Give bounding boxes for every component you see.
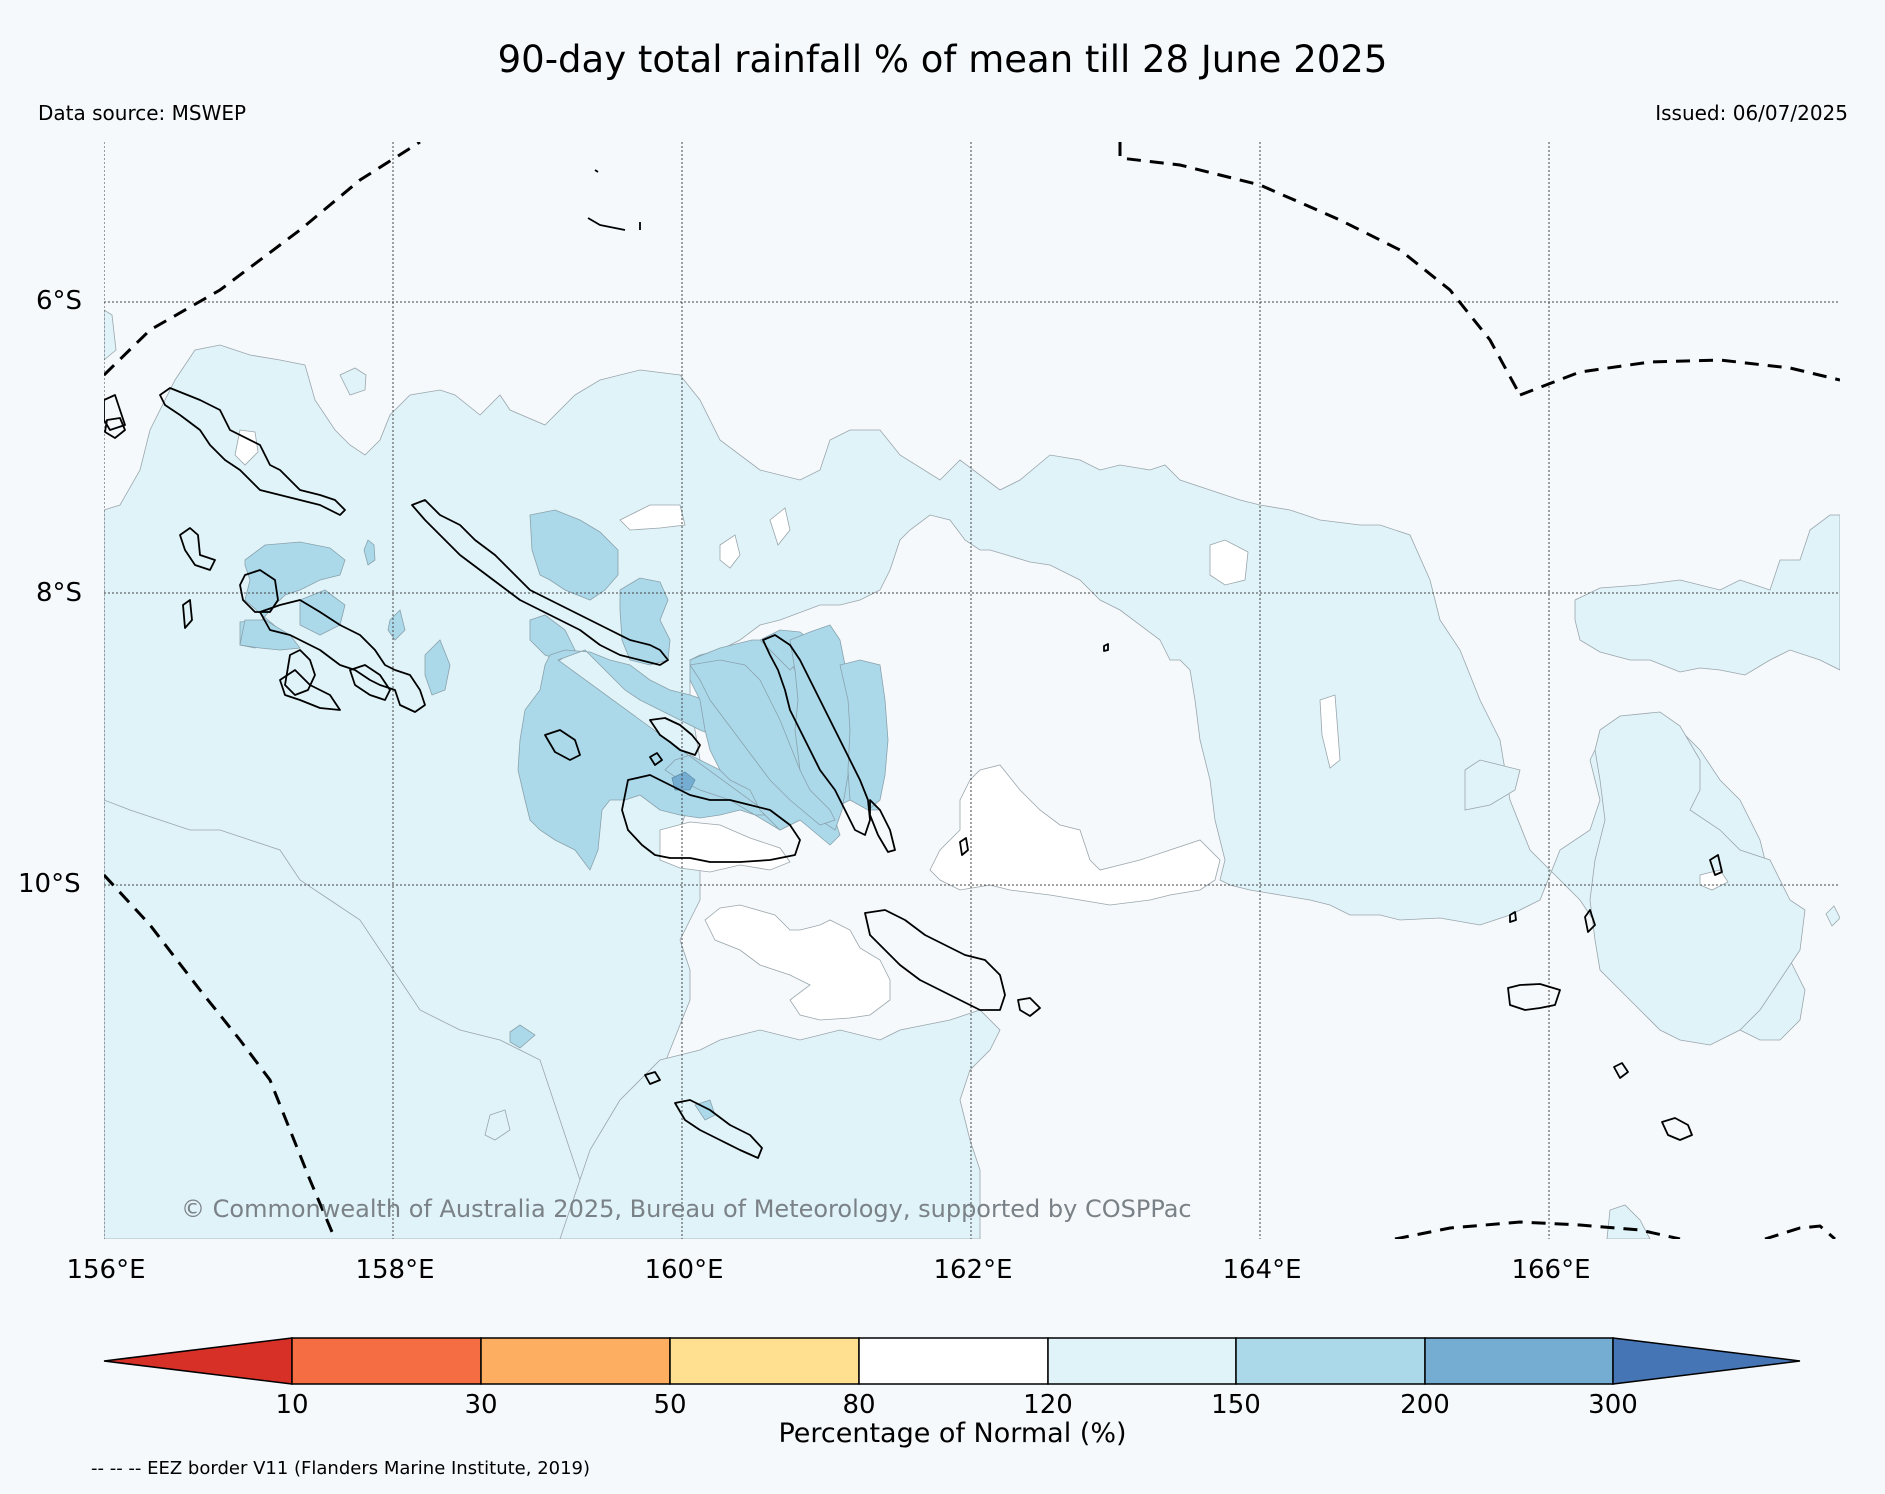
rainfall-120-150-region [104,309,1840,1239]
map-title: 90-day total rainfall % of mean till 28 … [497,38,1388,81]
ontong-java [594,169,599,173]
bougainville-coast [104,394,126,431]
santa-ana [1017,997,1041,1017]
colorbar-120-150 [1047,1337,1237,1385]
colorbar-tick-label: 50 [653,1390,687,1420]
coastlines [104,169,1723,1159]
guadalcanal [621,774,801,863]
colorbar-80-120 [858,1337,1049,1385]
colorbar-10-30 [291,1337,482,1385]
choiseul-island [159,387,346,516]
colorbar-tick-label: 150 [1211,1390,1261,1420]
eez-borders [104,142,1840,1239]
colorbar-title: Percentage of Normal (%) [778,1418,1127,1449]
lon-tick-label: 162°E [933,1255,1013,1285]
vanikoro [1661,1117,1693,1141]
colorbar-50-80 [669,1337,860,1385]
colorbar-200-300 [1424,1337,1614,1385]
lat-tick-label: 8°S [36,578,83,608]
new-georgia [259,599,426,713]
lon-tick-label: 158°E [355,1255,435,1285]
colorbar-tick-label: 120 [1023,1390,1073,1420]
issued-date-label: Issued: 06/07/2025 [1655,101,1848,125]
colorbar-above-300 [1612,1337,1801,1385]
gizo [182,599,193,629]
tetepare [279,669,341,711]
lon-tick-label: 164°E [1222,1255,1302,1285]
lat-tick-label: 6°S [36,286,83,316]
florida-islands [649,717,701,756]
lon-tick-label: 166°E [1511,1255,1591,1285]
colorbar-tick-label: 200 [1400,1390,1450,1420]
shortland-island [104,417,126,439]
colorbar-tick-label: 10 [275,1390,309,1420]
malaita-island [762,634,871,836]
ulawa [959,837,969,856]
colorbar-tick-label: 80 [842,1390,876,1420]
bellona [644,1071,661,1085]
data-source-label: Data source: MSWEP [38,101,247,125]
colorbar-150-200 [1235,1337,1426,1385]
rendova [284,649,316,696]
makira-island [864,909,1006,1011]
utupua [1613,1062,1629,1079]
ndai [587,217,641,231]
copyright-notice: © Commonwealth of Australia 2025, Bureau… [181,1195,1192,1223]
lon-tick-label: 156°E [66,1255,146,1285]
nendo-island [1507,983,1561,1011]
colorbar-below-10 [103,1337,293,1385]
colorbar-30-50 [480,1337,671,1385]
duff-islands [1709,854,1723,876]
eez-legend-note: -- -- -- EEZ border V11 (Flanders Marine… [91,1458,591,1479]
savo-island [649,752,663,766]
graticule [104,142,1840,1239]
rainfall-80-120-region [234,429,1729,1021]
rennell-island [674,1099,763,1159]
reef-islands [1584,909,1596,933]
colorbar-tick-label: 30 [464,1390,498,1420]
lon-tick-label: 160°E [644,1255,724,1285]
lat-tick-label: 10°S [18,869,81,899]
isabel-island [411,499,669,666]
tikopia [1509,911,1517,923]
vella-lavella [179,527,216,571]
russell-islands [544,729,581,761]
sikaiana [1103,643,1109,652]
kolombangara [239,569,279,613]
vangunu [349,664,391,701]
maramasike [869,799,896,853]
colorbar-tick-label: 300 [1588,1390,1638,1420]
colorbar [103,1337,1801,1385]
